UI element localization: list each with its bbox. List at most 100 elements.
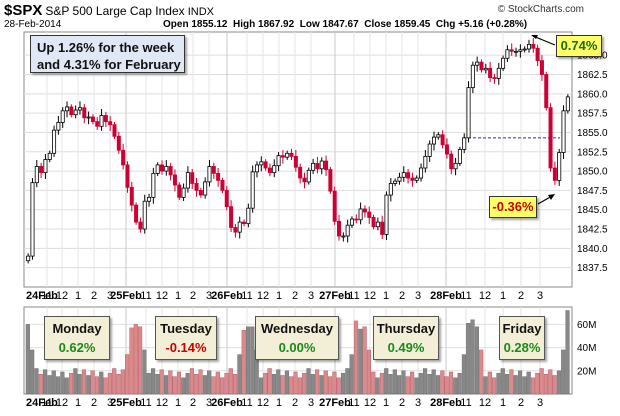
candle-body xyxy=(311,162,316,171)
candle-body xyxy=(65,106,70,112)
price-candle xyxy=(203,177,208,199)
time-tick-label: 2 xyxy=(190,397,196,409)
candle-body xyxy=(259,161,264,166)
price-candle xyxy=(453,157,458,176)
volume-bar xyxy=(56,376,61,395)
price-candle xyxy=(565,94,570,114)
price-candle xyxy=(332,186,337,225)
time-tick-label: 24Feb xyxy=(26,397,58,409)
price-candle xyxy=(285,150,290,160)
candle-body xyxy=(315,162,320,170)
volume-bar xyxy=(405,376,410,395)
volume-bar xyxy=(258,377,264,395)
candle-body xyxy=(293,156,298,168)
volume-bar xyxy=(86,375,91,395)
price-candle xyxy=(393,178,398,187)
volume-bar xyxy=(418,372,423,395)
candle-body xyxy=(190,172,195,184)
price-candle xyxy=(220,177,225,194)
high-pct-callout: 0.74% xyxy=(556,35,602,57)
candle-body xyxy=(237,221,242,233)
volume-bar xyxy=(289,376,294,395)
time-tick-label: 3 xyxy=(206,290,212,302)
price-candle xyxy=(263,159,268,171)
time-tick-label: 11 xyxy=(460,397,471,409)
time-tick-label: 1 xyxy=(75,397,81,409)
volume-bar xyxy=(99,371,104,395)
time-tick-label: 2 xyxy=(399,397,405,409)
volume-bar xyxy=(444,376,449,395)
volume-bar xyxy=(384,368,389,395)
price-tick-label: 1840.0 xyxy=(577,244,608,255)
low-callout-arrowhead xyxy=(548,194,555,200)
candle-body xyxy=(514,50,519,53)
day-change: -0.14% xyxy=(165,340,207,355)
volume-bar xyxy=(535,372,540,395)
candle-body xyxy=(462,137,467,150)
candle-body xyxy=(557,152,562,181)
time-tick-label: 1 xyxy=(175,290,181,302)
price-candle xyxy=(410,172,415,187)
time-tick-label: 3 xyxy=(537,290,543,302)
candle-body xyxy=(406,172,411,179)
volume-bar xyxy=(496,372,501,395)
volume-bar xyxy=(181,377,186,395)
price-candle xyxy=(125,161,130,193)
volume-bar xyxy=(159,369,164,395)
price-candle xyxy=(43,154,48,180)
price-candle xyxy=(254,161,259,178)
candle-body xyxy=(47,152,52,160)
price-candle xyxy=(293,149,298,172)
candle-body xyxy=(69,106,74,116)
price-candle xyxy=(440,130,445,149)
price-candle xyxy=(198,187,203,198)
volume-bar xyxy=(530,377,536,395)
candle-body xyxy=(159,164,164,172)
volume-bar xyxy=(453,377,458,395)
price-candle xyxy=(406,169,411,184)
price-candle xyxy=(103,111,108,128)
candle-body xyxy=(397,176,402,182)
volume-bar xyxy=(358,328,363,395)
candle-body xyxy=(151,173,156,198)
price-candle xyxy=(151,167,156,204)
candle-body xyxy=(164,166,169,172)
time-tick-label: 11 xyxy=(140,397,151,409)
price-candle xyxy=(73,105,78,119)
time-tick-label: 2 xyxy=(518,397,524,409)
candle-body xyxy=(349,218,354,226)
price-candle xyxy=(505,45,510,62)
price-candle xyxy=(349,216,354,228)
volume-bar xyxy=(410,371,415,395)
price-candle xyxy=(250,165,255,213)
time-tick-label: 2 xyxy=(518,290,524,302)
price-candle xyxy=(423,149,428,173)
price-candle xyxy=(470,61,475,94)
day-name: Thursday xyxy=(376,321,436,336)
price-candle xyxy=(224,185,229,211)
volume-bar xyxy=(466,323,471,395)
candle-body xyxy=(90,116,95,123)
price-tick-label: 1855.0 xyxy=(577,128,608,139)
price-tick-label: 1845.0 xyxy=(577,205,608,216)
volume-bar xyxy=(51,370,56,395)
price-candle xyxy=(358,202,363,225)
price-candle xyxy=(319,157,324,175)
time-tick-label: 1 xyxy=(75,290,81,302)
time-tick-label: 2 xyxy=(91,397,97,409)
candle-body xyxy=(147,196,152,202)
candle-body xyxy=(276,155,281,167)
volume-bar xyxy=(224,372,229,395)
volume-bar xyxy=(116,374,121,395)
candle-body xyxy=(220,179,225,191)
time-tick-label: 11 xyxy=(41,290,52,302)
volume-bar xyxy=(457,372,462,395)
candle-body xyxy=(30,182,35,257)
candle-body xyxy=(233,227,238,233)
price-candle xyxy=(367,206,372,224)
candle-body xyxy=(242,221,247,225)
volume-bar xyxy=(332,371,337,395)
time-tick-label: 3 xyxy=(415,290,421,302)
candle-body xyxy=(358,208,363,221)
